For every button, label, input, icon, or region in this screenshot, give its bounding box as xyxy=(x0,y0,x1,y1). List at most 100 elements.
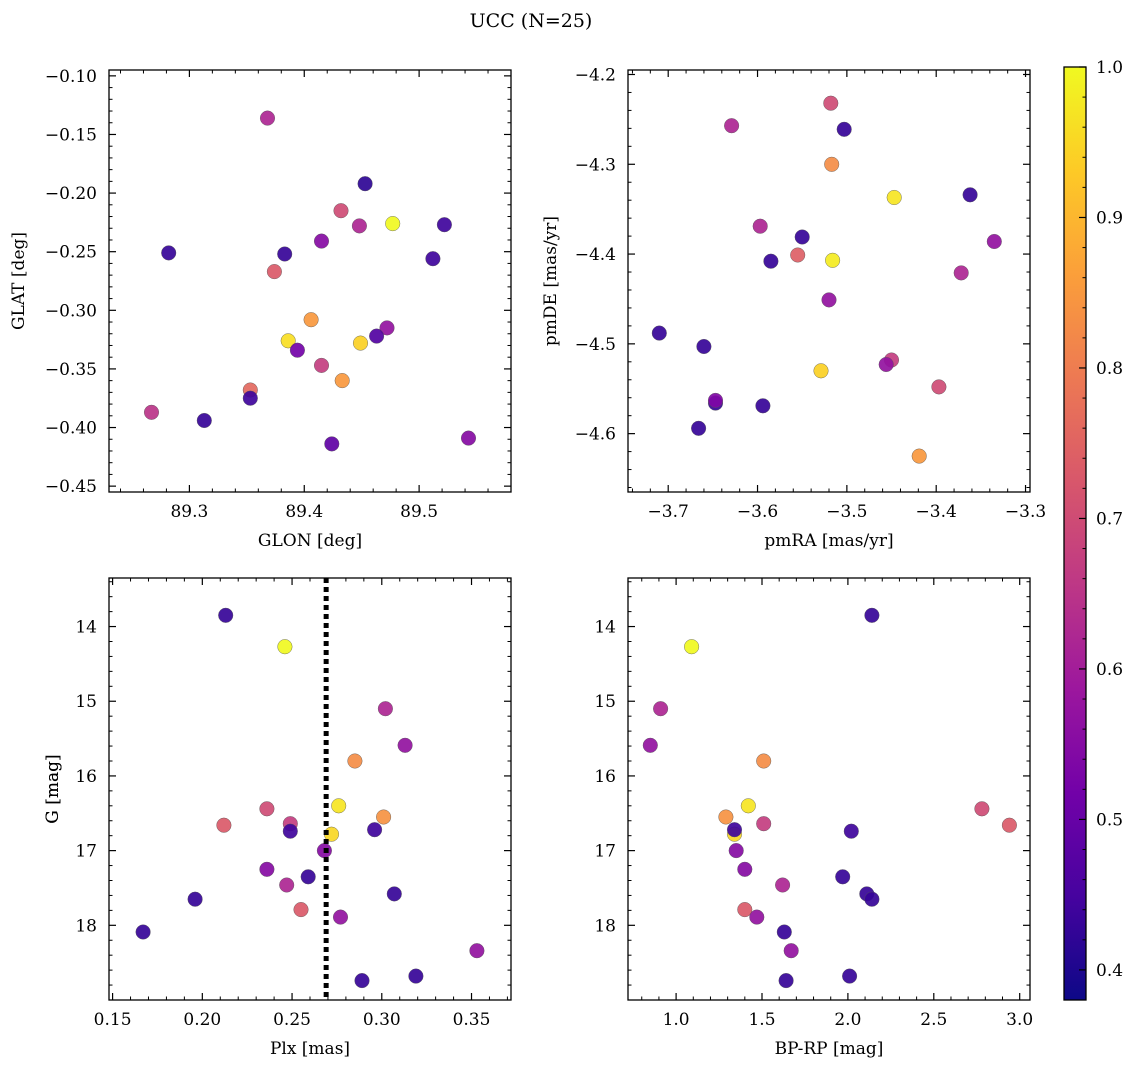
data-point xyxy=(369,328,385,344)
axes-frame xyxy=(108,69,512,493)
data-point xyxy=(354,973,370,989)
x-tick-label: −3.3 xyxy=(1005,502,1046,522)
colorbar-gradient xyxy=(1063,66,1087,1001)
colorbar-tick-label: 0.6 xyxy=(1096,660,1123,680)
data-point xyxy=(790,247,806,263)
x-tick-label: 89.4 xyxy=(285,502,323,522)
x-axis-label: Plx [mas] xyxy=(270,1039,350,1059)
colorbar-tick-label: 0.7 xyxy=(1096,509,1123,529)
x-tick-label: −3.7 xyxy=(648,502,689,522)
y-tick-label: −0.15 xyxy=(45,125,97,145)
data-point xyxy=(397,737,413,753)
data-point xyxy=(864,607,880,623)
data-point xyxy=(821,292,837,308)
data-point xyxy=(651,325,667,341)
axes-frame xyxy=(627,577,1031,1001)
colorbar-tick-label: 1.0 xyxy=(1096,58,1123,78)
data-point xyxy=(737,902,753,918)
data-point xyxy=(763,253,779,269)
data-point xyxy=(1001,817,1017,833)
data-point xyxy=(813,363,829,379)
data-point xyxy=(727,822,743,838)
y-tick-label: 15 xyxy=(75,692,97,712)
data-point xyxy=(143,404,159,420)
y-tick-label: −4.2 xyxy=(575,65,616,85)
data-point xyxy=(376,809,392,825)
data-point xyxy=(260,110,276,126)
colorbar-tick-label: 0.5 xyxy=(1096,810,1123,830)
x-tick-label: 0.20 xyxy=(183,1010,221,1030)
y-axis-label: GLAT [deg] xyxy=(9,232,29,330)
y-axis-label: G [mag] xyxy=(43,754,63,823)
data-point xyxy=(824,156,840,172)
data-point xyxy=(775,877,791,893)
y-tick-label: −0.30 xyxy=(45,301,97,321)
data-point xyxy=(740,798,756,814)
x-tick-label: 0.35 xyxy=(453,1010,491,1030)
data-point xyxy=(279,877,295,893)
data-point xyxy=(696,339,712,355)
data-point xyxy=(737,861,753,877)
data-point xyxy=(469,943,485,959)
data-point xyxy=(684,639,700,655)
data-point xyxy=(161,245,177,261)
data-point xyxy=(962,187,978,203)
scatter-points xyxy=(143,110,477,452)
data-point xyxy=(303,312,319,328)
data-point xyxy=(911,448,927,464)
y-axis-label: G [mag] xyxy=(43,754,63,823)
data-point xyxy=(277,246,293,262)
x-tick-label: 89.5 xyxy=(400,502,438,522)
x-tick-label: −3.4 xyxy=(916,502,957,522)
data-point xyxy=(776,924,792,940)
data-point xyxy=(708,392,724,408)
data-point xyxy=(864,891,880,907)
data-point xyxy=(783,943,799,959)
data-point xyxy=(300,869,316,885)
data-point xyxy=(377,701,393,717)
data-point xyxy=(277,639,293,655)
x-tick-label: −3.5 xyxy=(826,502,867,522)
colorbar-tick-label: 0.8 xyxy=(1096,359,1123,379)
y-tick-label: −0.10 xyxy=(45,67,97,87)
data-point xyxy=(724,118,740,134)
x-axis-label: GLON [deg] xyxy=(258,531,362,551)
panel-bprp-g: 1.0 1.5 2.0 2.5 3.0 14 15 16 17 18 BP-RP [mag] G [m… xyxy=(43,577,1033,1059)
data-point xyxy=(728,843,744,859)
y-tick-label: 17 xyxy=(594,842,616,862)
y-tick-label: 16 xyxy=(75,767,97,787)
data-point xyxy=(986,233,1002,249)
data-point xyxy=(886,189,902,205)
data-point xyxy=(752,218,768,234)
scatter-points xyxy=(135,607,485,989)
data-point xyxy=(334,373,350,389)
y-axis-label: pmDE [mas/yr] xyxy=(541,216,561,346)
data-point xyxy=(825,252,841,268)
scatter-points xyxy=(651,95,1002,464)
axes-frame xyxy=(627,69,1031,493)
y-tick-label: 18 xyxy=(75,916,97,936)
data-point xyxy=(386,886,402,902)
x-tick-label: 1.0 xyxy=(663,1010,690,1030)
panel-pmra-pmde: −3.7 −3.6 −3.5 −3.4 −3.3 −4.6 −4.5 −4.4 −4.3 −4.2… xyxy=(541,65,1046,551)
data-point xyxy=(653,701,669,717)
y-tick-label: −0.20 xyxy=(45,184,97,204)
panel-glon-glat: 89.3 89.4 89.5 −0.45 −0.40 −0.35 −0.30 −0.25 −0.… xyxy=(9,67,512,551)
panel-plx-g: 0.15 0.20 0.25 0.30 0.35 14 15 16 17 18 Plx [mas] G… xyxy=(43,577,512,1059)
y-tick-label: 14 xyxy=(594,618,616,638)
data-point xyxy=(351,218,367,234)
data-point xyxy=(324,436,340,452)
data-point xyxy=(259,801,275,817)
data-point xyxy=(347,753,363,769)
data-point xyxy=(216,817,232,833)
data-point xyxy=(353,335,369,351)
data-point xyxy=(778,973,794,989)
data-point xyxy=(259,861,275,877)
data-point xyxy=(756,816,772,832)
colorbar-tick-label: 0.4 xyxy=(1096,961,1123,981)
data-point xyxy=(836,121,852,137)
y-tick-label: 17 xyxy=(75,842,97,862)
data-point xyxy=(974,801,990,817)
data-point xyxy=(835,869,851,885)
data-point xyxy=(367,822,383,838)
